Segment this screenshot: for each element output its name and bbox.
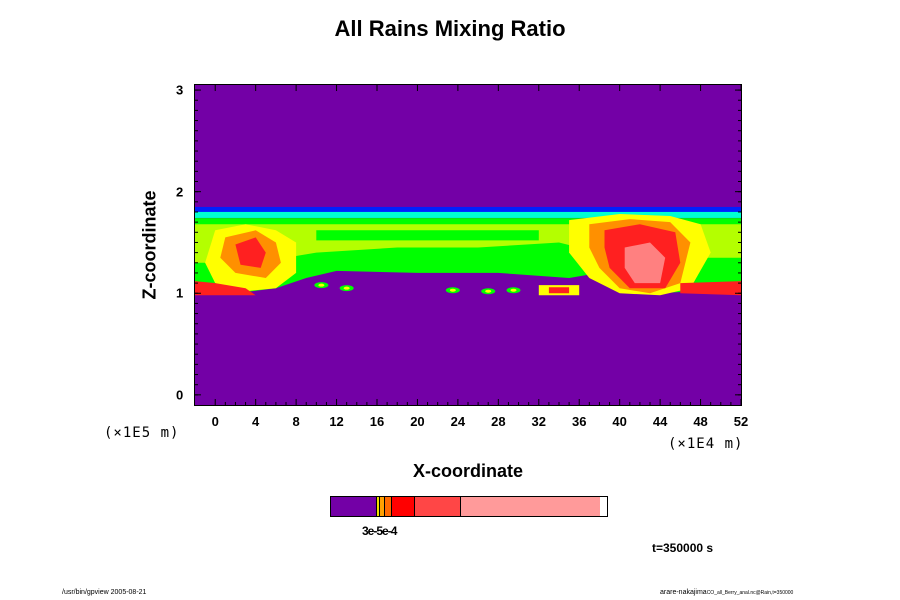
colorbar-segment [379,497,385,516]
cloud-fragment-core-2 [449,288,456,292]
mid-base-red [548,287,570,294]
y-tick-label: 0 [176,387,184,403]
y-tick-label: 2 [176,184,184,200]
x-tick-label: 32 [531,414,546,429]
left-base-red [195,281,256,296]
x-tick-label: 24 [450,414,466,429]
plot-area [194,84,742,406]
chart-title: All Rains Mixing Ratio [334,16,566,41]
x-tick-label: 8 [292,414,300,429]
colorbar-segment [391,497,415,516]
x-scale-note: (×1E4 m) [668,436,744,452]
y-axis-label: Z-coordinate [139,190,160,300]
cloud-fragment-core-4 [510,288,517,292]
colorbar-segment [331,497,376,516]
colorbar [330,496,608,517]
x-tick-label: 0 [211,414,219,429]
right-base-red [680,281,741,296]
footer-user: arare-nakajima [660,589,707,596]
footer-source: arare-nakajimaCO_all_Berry_anal.nc@Rain,… [660,589,793,596]
x-tick-label: 36 [571,414,587,429]
time-label: t=350000 s [652,541,714,555]
x-axis-label: X-coordinate [412,461,524,481]
x-tick-label: 28 [491,414,506,429]
footer-command: /usr/bin/gpview 2005-08-21 [62,589,147,596]
colorbar-segment [414,497,461,516]
colorbar-segment [376,497,380,516]
x-tick-label: 20 [410,414,425,429]
x-tick-label: 40 [612,414,627,429]
cloud-top-edge [195,206,741,213]
x-tick-label: 16 [369,414,385,429]
colorbar-label: 3e-5e-4 [362,524,397,538]
x-tick-label: 44 [652,414,668,429]
cloud-fragment-core-0 [318,283,325,287]
cloud-cyan-band [195,211,741,218]
cloud-inner-green [316,230,539,241]
footer-file: CO_all_Berry_anal.nc@Rain,t=350000 [706,590,794,596]
colorbar-segment [460,497,600,516]
x-tick-label: 52 [733,414,749,429]
y-tick-label: 1 [176,285,184,301]
y-scale-note: (×1E5 m) [104,425,180,441]
cloud-fragment-core-3 [485,289,492,293]
right-cell-pink [624,242,666,284]
rain-field [195,85,741,405]
y-tick-label: 3 [176,82,184,98]
x-tick-label: 12 [329,414,344,429]
cloud-fragment-core-1 [343,286,350,290]
x-tick-label: 4 [252,414,260,429]
x-tick-label: 48 [693,414,708,429]
colorbar-segment [384,497,392,516]
left-cell-red [235,237,266,268]
